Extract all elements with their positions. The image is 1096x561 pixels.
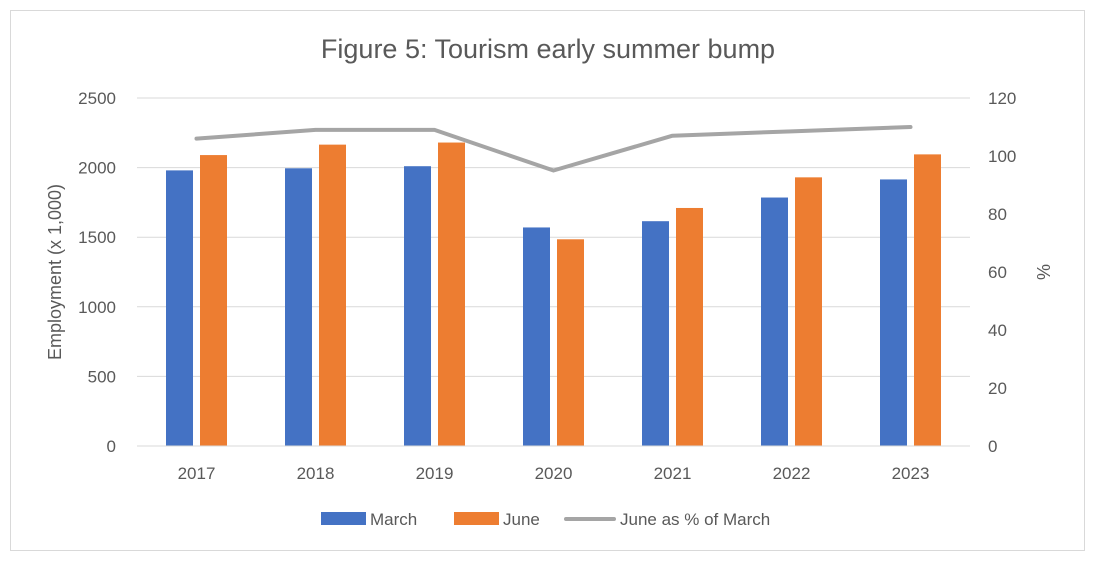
y-tick-label: 2500 [78, 89, 116, 108]
y-tick-label: 1000 [78, 298, 116, 317]
y-axis-ticks: 0 500 1000 1500 2000 2500 [78, 89, 116, 456]
bar-june-2017 [200, 155, 227, 446]
y2-tick-label: 40 [988, 321, 1007, 340]
bar-march-2019 [404, 166, 431, 446]
x-tick-label: 2021 [654, 464, 692, 483]
bar-march-2017 [166, 170, 193, 446]
bar-march-2021 [642, 221, 669, 446]
y-axis-label: Employment (x 1,000) [45, 184, 65, 360]
y2-axis-label: % [1034, 264, 1054, 280]
y2-tick-label: 120 [988, 89, 1016, 108]
y2-tick-label: 20 [988, 379, 1007, 398]
chart-title: Figure 5: Tourism early summer bump [321, 34, 775, 64]
x-axis-ticks: 2017 2018 2019 2020 2021 2022 2023 [178, 464, 930, 483]
x-tick-label: 2022 [773, 464, 811, 483]
x-tick-label: 2020 [535, 464, 573, 483]
y2-axis-ticks: 0 20 40 60 80 100 120 [988, 89, 1016, 456]
bars [166, 142, 941, 446]
y-tick-label: 2000 [78, 159, 116, 178]
legend-label-june: June [503, 510, 540, 529]
bar-june-2023 [914, 154, 941, 446]
x-tick-label: 2017 [178, 464, 216, 483]
y2-tick-label: 0 [988, 437, 997, 456]
x-tick-label: 2023 [892, 464, 930, 483]
y-tick-label: 0 [107, 437, 116, 456]
bar-march-2023 [880, 179, 907, 446]
bar-june-2021 [676, 207, 703, 446]
bar-june-2019 [438, 142, 465, 446]
bar-march-2022 [761, 197, 788, 446]
legend-swatch-march [321, 512, 366, 525]
line-series [194, 125, 913, 173]
gridlines [137, 97, 970, 377]
legend-label-march: March [370, 510, 417, 529]
y2-tick-label: 60 [988, 263, 1007, 282]
y2-tick-label: 80 [988, 205, 1007, 224]
bar-march-2020 [523, 227, 550, 446]
x-tick-label: 2018 [297, 464, 335, 483]
legend-label-june-as-pct-of-march: June as % of March [620, 510, 770, 529]
bar-june-2022 [795, 177, 822, 446]
y-tick-label: 500 [88, 367, 116, 386]
bar-march-2018 [285, 168, 312, 446]
bar-june-2020 [557, 239, 584, 446]
legend-swatch-june [454, 512, 499, 525]
y2-tick-label: 100 [988, 147, 1016, 166]
y-tick-label: 1500 [78, 228, 116, 247]
bar-june-2018 [319, 144, 346, 446]
x-tick-label: 2019 [416, 464, 454, 483]
legend: March June June as % of March [321, 510, 770, 529]
line-june-as-pct-of-march [194, 125, 913, 173]
